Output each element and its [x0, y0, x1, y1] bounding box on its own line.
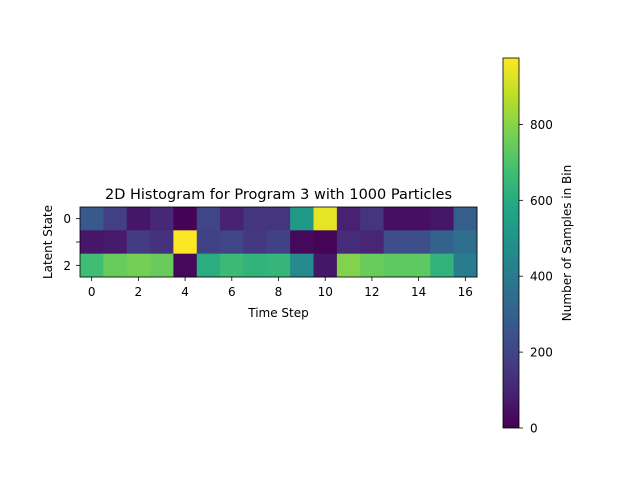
heatmap-cell	[430, 253, 455, 278]
heatmap-cell	[196, 207, 221, 231]
heatmap-cell	[313, 230, 338, 255]
x-tick-label: 12	[364, 285, 379, 299]
heatmap-cell	[266, 230, 291, 255]
heatmap-cell	[150, 207, 174, 231]
heatmap-cell	[126, 207, 151, 231]
colorbar-label: Number of Samples in Bin	[560, 165, 574, 321]
heatmap-cells	[80, 207, 478, 278]
heatmap-cell	[266, 207, 291, 231]
heatmap-cell	[453, 230, 478, 255]
heatmap-cell	[336, 230, 361, 255]
colorbar-ticks: 0 200 400 600 800	[519, 118, 553, 436]
heatmap-cell	[103, 230, 128, 255]
colorbar	[502, 57, 520, 429]
heatmap-cell	[173, 230, 198, 255]
heatmap-cell	[196, 253, 221, 278]
x-tick-label: 8	[275, 285, 283, 299]
x-tick-label: 10	[318, 285, 333, 299]
heatmap-cell	[313, 253, 338, 278]
x-tick-label: 4	[181, 285, 189, 299]
heatmap-cell	[173, 207, 198, 231]
colorbar-tick-label: 800	[530, 118, 553, 132]
heatmap-cell	[126, 230, 151, 255]
heatmap-cell	[80, 207, 104, 231]
heatmap-cell	[243, 230, 268, 255]
heatmap-cell	[103, 207, 128, 231]
heatmap-cell	[406, 230, 431, 255]
heatmap-cell	[80, 230, 104, 255]
y-axis-label: Latent State	[41, 205, 55, 279]
x-tick-label: 14	[411, 285, 426, 299]
heatmap-cell	[313, 207, 338, 231]
heatmap-cell	[150, 230, 174, 255]
y-tick-label: 2	[63, 259, 71, 273]
chart-title: 2D Histogram for Program 3 with 1000 Par…	[105, 187, 452, 203]
colorbar-tick-label: 0	[530, 422, 538, 436]
heatmap-cell	[220, 253, 244, 278]
heatmap-cell	[290, 230, 314, 255]
heatmap-cell	[173, 253, 198, 278]
heatmap-cell	[150, 253, 174, 278]
heatmap-cell	[383, 207, 408, 231]
x-tick-label: 16	[458, 285, 473, 299]
x-tick-label: 6	[228, 285, 236, 299]
heatmap-cell	[220, 207, 244, 231]
colorbar-tick-label: 600	[530, 194, 553, 208]
x-axis-label: Time Step	[247, 306, 309, 320]
heatmap-cell	[453, 207, 478, 231]
heatmap-cell	[430, 207, 455, 231]
x-tick-label: 0	[88, 285, 96, 299]
heatmap-cell	[360, 207, 384, 231]
heatmap-cell	[406, 253, 431, 278]
heatmap-cell	[383, 230, 408, 255]
heatmap-cell	[383, 253, 408, 278]
heatmap-cell	[243, 207, 268, 231]
heatmap-cell	[290, 207, 314, 231]
heatmap-cell	[360, 253, 384, 278]
heatmap-cell	[406, 207, 431, 231]
heatmap-cell	[266, 253, 291, 278]
heatmap-cell	[360, 230, 384, 255]
x-tick-label: 2	[135, 285, 143, 299]
y-axis-ticks: 02	[63, 212, 80, 273]
heatmap-cell	[243, 253, 268, 278]
heatmap-cell	[220, 230, 244, 255]
heatmap-cell	[103, 253, 128, 278]
heatmap-cell	[196, 230, 221, 255]
heatmap-cell	[126, 253, 151, 278]
colorbar-tick-label: 400	[530, 270, 553, 284]
x-axis-ticks: 0 2 4 6 8 10 12 14 16	[88, 277, 473, 299]
heatmap-cell	[290, 253, 314, 278]
heatmap-cell	[430, 230, 455, 255]
heatmap-cell	[336, 207, 361, 231]
colorbar-tick-label: 200	[530, 346, 553, 360]
heatmap-cell	[336, 253, 361, 278]
heatmap-cell	[453, 253, 478, 278]
y-tick-label: 0	[63, 212, 71, 226]
heatmap-cell	[80, 253, 104, 278]
